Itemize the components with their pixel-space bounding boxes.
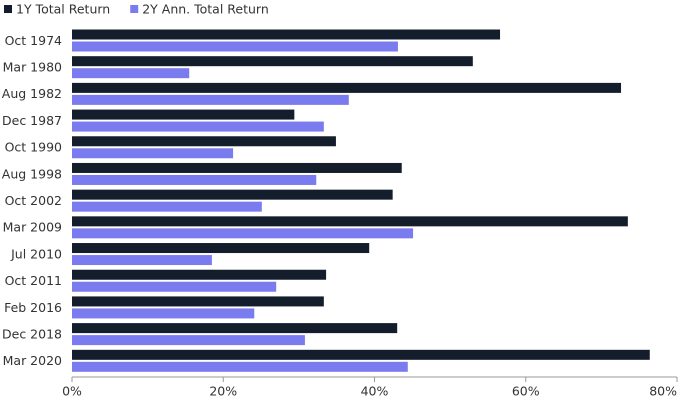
y-tick-label: Mar 1980 [3,60,62,75]
y-tick-label: Aug 1998 [2,166,62,181]
y-tick-label: Oct 1974 [5,33,62,48]
bar [72,41,398,52]
bar [72,228,414,239]
bar [72,189,393,200]
bar [72,82,622,93]
y-tick-label: Mar 2009 [3,220,62,235]
bar [72,121,324,132]
bar [72,255,212,266]
bar [72,29,501,40]
y-tick-label: Jul 2010 [10,246,62,261]
x-tick-label: 20% [209,384,237,399]
bar [72,162,402,173]
bar [72,109,295,120]
y-tick-label: Feb 2016 [4,300,62,315]
y-tick-label: Dec 2018 [2,326,62,341]
legend-label: 1Y Total Return [16,2,110,17]
y-tick-label: Oct 2002 [5,193,62,208]
bar [72,361,408,372]
bar [72,269,327,280]
bar [72,335,305,346]
bar [72,243,370,254]
bar [72,148,234,159]
bar [72,323,398,334]
x-tick-label: 80% [649,384,677,399]
bar [72,281,277,292]
legend-marker [130,5,139,13]
x-tick-label: 60% [512,384,540,399]
bar [72,136,336,147]
x-tick-label: 40% [361,384,389,399]
bar [72,174,317,185]
y-tick-label: Mar 2020 [3,353,62,368]
bar [72,201,262,212]
legend-label: 2Y Ann. Total Return [142,2,269,17]
y-tick-label: Aug 1982 [2,86,62,101]
bar [72,216,628,227]
bar [72,56,473,67]
x-tick-label: 0% [62,384,82,399]
y-tick-label: Dec 1987 [2,113,62,128]
bar [72,94,349,105]
y-tick-label: Oct 2011 [5,273,62,288]
bar [72,349,650,360]
legend-marker [4,5,12,13]
y-tick-label: Oct 1990 [5,140,62,155]
bar [72,68,190,79]
bar [72,308,255,319]
bar [72,296,324,307]
